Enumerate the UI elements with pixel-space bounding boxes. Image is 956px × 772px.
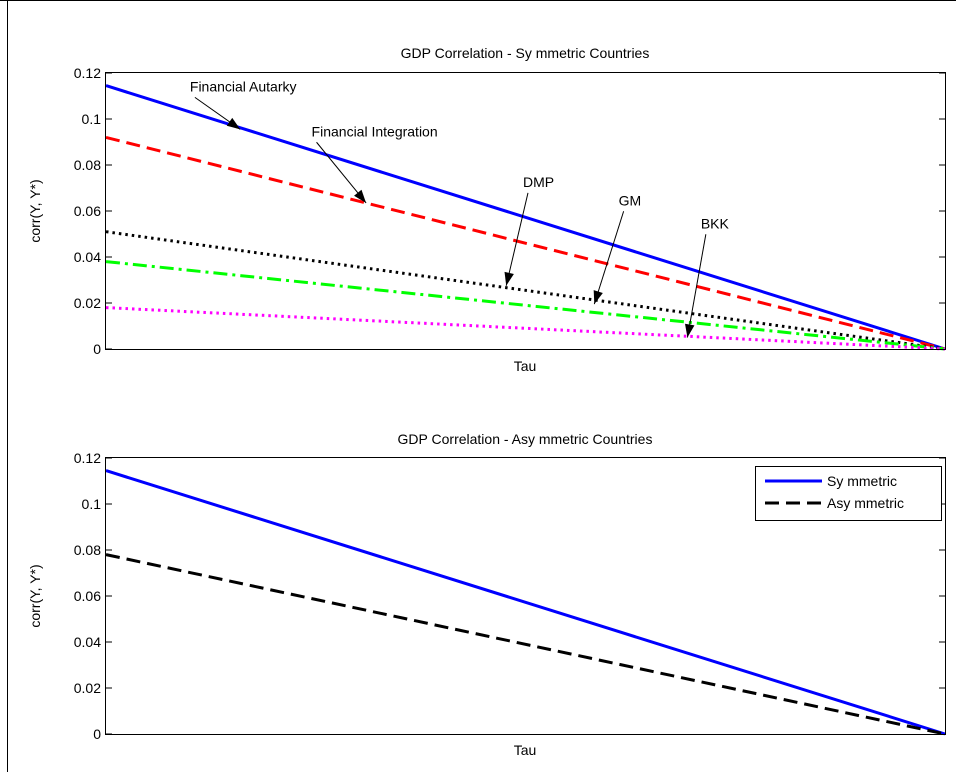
y-tick-label: 0.1 [82, 496, 102, 512]
y-tick-label: 0 [93, 726, 101, 742]
series-line-1 [105, 553, 946, 736]
annotation-arrow-head [354, 189, 367, 203]
y-axis-label: corr(Y, Y*) [27, 179, 43, 242]
annotation-label: DMP [523, 174, 554, 190]
legend-box [755, 466, 942, 521]
legend-label-symmetric: Sy mmetric [827, 473, 897, 489]
x-axis-label: Tau [514, 742, 537, 758]
annotation-arrow-head [226, 117, 241, 130]
chart-symmetric-countries: GDP Correlation - Sy mmetric Countries c… [27, 45, 946, 374]
legend-label-asymmetric: Asy mmetric [827, 495, 904, 511]
y-tick-label: 0.06 [74, 588, 101, 604]
x-axis-label: Tau [514, 358, 537, 374]
series-line-0 [105, 469, 946, 736]
chart-title: GDP Correlation - Sy mmetric Countries [401, 45, 650, 61]
series-line-1 [105, 135, 946, 351]
series-group [105, 469, 946, 736]
plot-area [105, 72, 946, 350]
chart-asymmetric-countries: GDP Correlation - Asy mmetric Countries … [27, 431, 946, 758]
y-tick-label: 0.06 [74, 203, 101, 219]
y-tick-label: 0.12 [74, 450, 101, 466]
y-tick-label: 0.04 [74, 634, 101, 650]
legend: Sy mmetric Asy mmetric [755, 466, 942, 521]
y-tick-label: 0.02 [74, 680, 101, 696]
y-tick-label: 0.02 [74, 295, 101, 311]
chart-title: GDP Correlation - Asy mmetric Countries [398, 431, 653, 447]
y-tick-label: 0.08 [74, 157, 101, 173]
annotation-label: Financial Autarky [190, 78, 297, 94]
y-axis-label: corr(Y, Y*) [27, 564, 43, 627]
y-tick-label: 0.08 [74, 542, 101, 558]
y-tick-label: 0.12 [74, 65, 101, 81]
y-tick-label: 0 [93, 341, 101, 357]
series-line-2 [105, 230, 946, 351]
y-tick-label: 0.04 [74, 249, 101, 265]
y-ticks: 0 0.02 0.04 0.06 0.08 0.1 0.12 [74, 450, 945, 742]
annotation-label: GM [619, 192, 642, 208]
series-line-4 [105, 306, 946, 351]
series-group [105, 84, 946, 351]
annotation-arrow-head [504, 271, 514, 286]
annotation-arrow-line [505, 192, 529, 286]
series-line-3 [105, 260, 946, 351]
annotation-arrow-line [686, 234, 707, 338]
series-line-0 [105, 84, 946, 351]
plot-area [105, 457, 946, 735]
annotation-label: Financial Integration [312, 123, 438, 139]
annotation-arrow-line [593, 211, 625, 305]
annotation-label: BKK [701, 215, 730, 231]
annotation-arrow-head [685, 323, 695, 338]
annotations-group: Financial Autarky Financial Integration DM… [190, 78, 730, 338]
annotation-arrow-head [593, 290, 603, 305]
y-tick-label: 0.1 [82, 111, 102, 127]
